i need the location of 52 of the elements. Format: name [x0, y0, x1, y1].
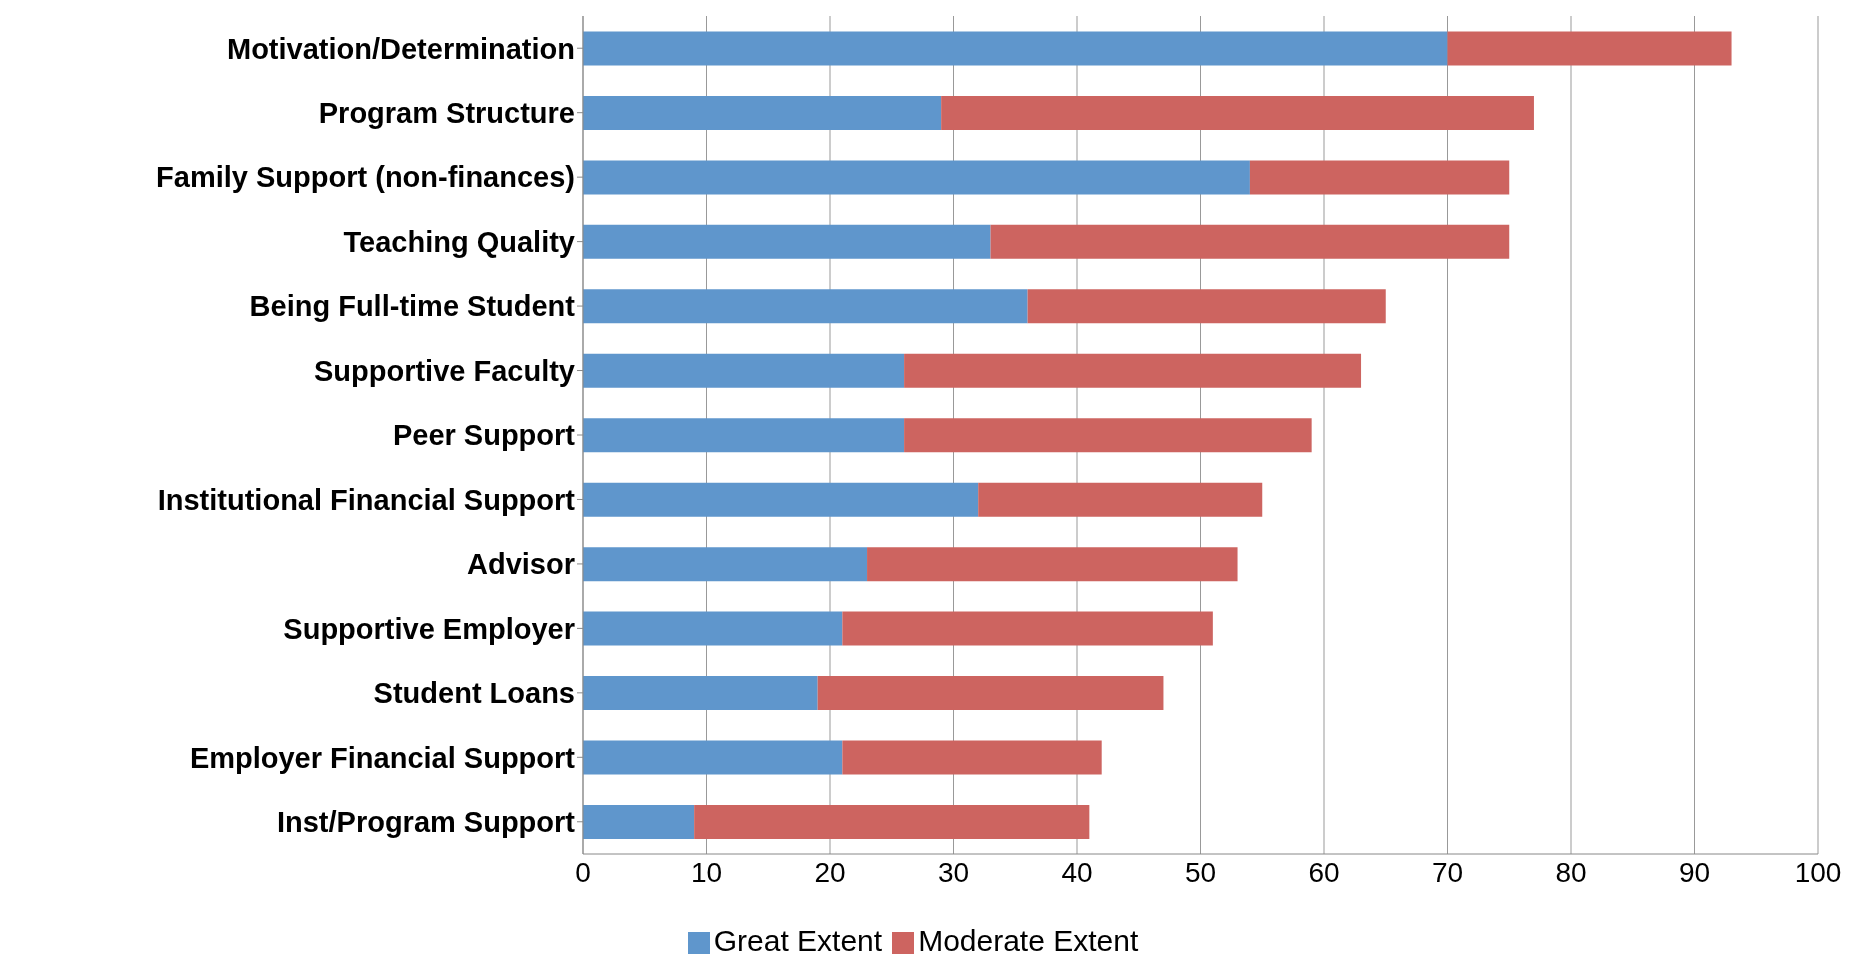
bar: [583, 676, 818, 711]
x-tick-label: 40: [1061, 856, 1093, 888]
bar: [941, 95, 1534, 130]
bar: [1249, 160, 1510, 195]
x-tick-label: 70: [1431, 856, 1464, 888]
x-tick-label: 60: [1308, 856, 1340, 888]
y-tick-label: Teaching Quality: [343, 225, 575, 258]
bar: [817, 676, 1164, 711]
y-tick-label: Supportive Employer: [283, 612, 575, 645]
legend-label: Great Extent: [713, 924, 883, 957]
bar: [583, 418, 905, 453]
bar: [583, 31, 1448, 66]
bar: [583, 224, 991, 259]
x-tick-label: 10: [690, 856, 723, 888]
x-tick-label: 30: [937, 856, 970, 888]
bar: [694, 805, 1090, 840]
x-tick-label: 90: [1678, 856, 1711, 888]
y-tick-label: Employer Financial Support: [189, 741, 576, 774]
y-tick-label: Being Full-time Student: [249, 290, 576, 323]
bar: [904, 353, 1362, 388]
y-tick-label: Advisor: [467, 548, 575, 581]
bar: [1447, 31, 1732, 66]
x-tick-label: 100: [1794, 856, 1842, 888]
y-tick-label: Inst/Program Support: [276, 806, 576, 839]
y-tick-label: Family Support (non-finances): [156, 161, 575, 194]
bar: [583, 95, 942, 130]
bar: [978, 482, 1263, 517]
legend-label: Moderate Extent: [918, 924, 1139, 957]
bar: [990, 224, 1510, 259]
bar: [583, 740, 843, 775]
y-tick-label: Student Loans: [373, 677, 575, 710]
bar: [583, 805, 695, 840]
bar: [583, 547, 868, 582]
x-tick-label: 50: [1184, 856, 1217, 888]
bar: [842, 611, 1213, 646]
y-tick-label: Supportive Faculty: [313, 354, 575, 387]
bar: [842, 740, 1102, 775]
bar: [583, 289, 1028, 324]
bar: [583, 611, 843, 646]
bar: [904, 418, 1312, 453]
x-tick-label: 80: [1555, 856, 1587, 888]
y-tick-label: Program Structure: [318, 96, 575, 129]
x-tick-label: 20: [814, 856, 846, 888]
y-tick-label: Peer Support: [392, 419, 576, 452]
bar: [867, 547, 1238, 582]
y-tick-label: Institutional Financial Support: [157, 483, 576, 516]
y-tick-label: Motivation/Determination: [226, 32, 575, 65]
bar: [583, 160, 1250, 195]
bar: [1027, 289, 1386, 324]
x-tick-label: 0: [575, 856, 591, 888]
bar: [583, 482, 979, 517]
bar: [583, 353, 905, 388]
